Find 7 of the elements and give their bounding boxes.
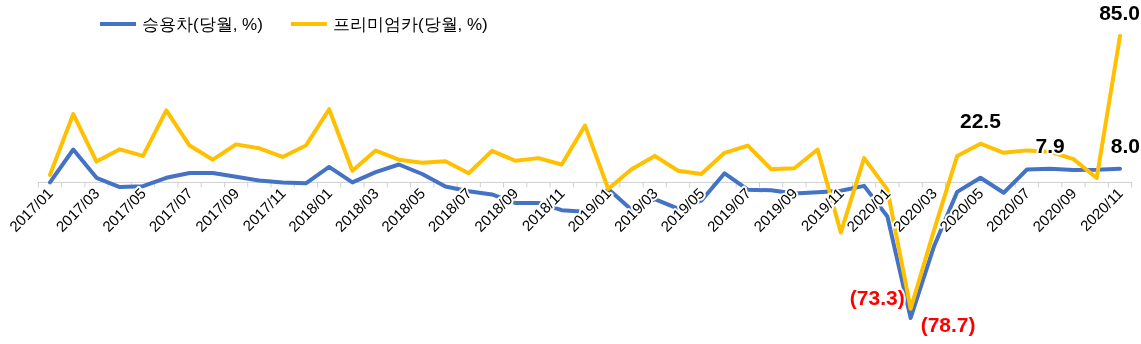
legend-label: 승용차(당월, %) [142,15,263,34]
legend-label: 프리미엄카(당월, %) [332,15,488,34]
data-label: 85.0 [1099,1,1140,24]
data-label: 22.5 [960,108,1002,132]
data-label: 8.0 [1110,133,1140,157]
data-label: (73.3) [849,285,905,309]
data-label: (78.7) [920,313,976,336]
